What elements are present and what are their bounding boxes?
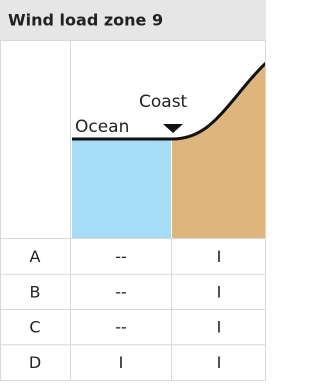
table-cell: -- (115, 282, 127, 301)
table-cell: I (217, 353, 222, 372)
table-cell: I (119, 353, 124, 372)
table-cell: D (29, 353, 41, 372)
ocean-area (72, 139, 171, 238)
page: Wind load zone 9 Ocean Coast A -- I B -- I C --… (0, 0, 266, 381)
header-title: Wind load zone 9 (8, 11, 163, 30)
coast-marker (163, 124, 183, 133)
table-cell: I (217, 282, 222, 301)
table-cell: A (30, 247, 41, 266)
table-cell: I (217, 318, 222, 337)
table-cell: -- (115, 318, 127, 337)
table-cell: I (217, 247, 222, 266)
table-cell: B (30, 282, 41, 301)
table-cell: C (29, 318, 40, 337)
table-cell: -- (115, 247, 127, 266)
wind-load-table: Wind load zone 9 Ocean Coast A -- I B -- I C --… (0, 0, 266, 381)
ocean-label: Ocean (75, 117, 129, 137)
land-area (172, 63, 266, 238)
coast-label: Coast (139, 92, 188, 112)
